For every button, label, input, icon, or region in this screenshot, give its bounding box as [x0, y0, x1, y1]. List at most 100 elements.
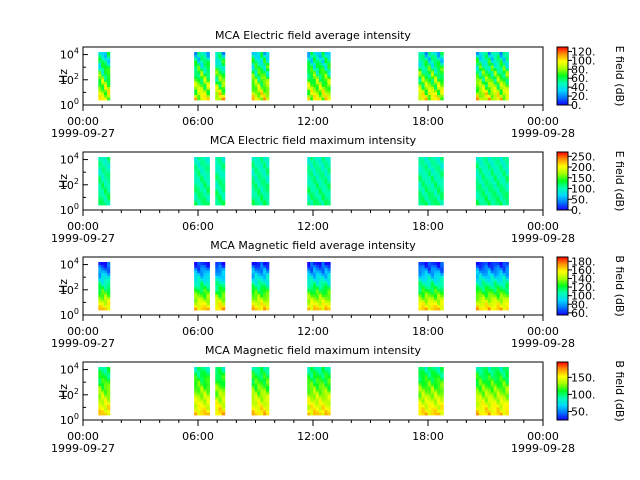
spectrogram-cell: [318, 159, 323, 163]
spectrogram-cell: [433, 202, 438, 206]
spectrogram-cell: [263, 173, 267, 177]
spectrogram-cell: [430, 54, 435, 58]
spectrogram-cell: [263, 377, 267, 381]
spectrogram-cell: [490, 270, 495, 274]
spectrogram-cell: [430, 391, 435, 395]
spectrogram-cell: [475, 302, 480, 306]
spectrogram-cell: [263, 385, 267, 389]
spectrogram-cell: [502, 191, 506, 195]
spectrogram-cell: [310, 84, 314, 88]
spectrogram-cell: [315, 401, 320, 405]
spectrogram-cell: [215, 388, 219, 392]
spectrogram-cell: [257, 375, 261, 379]
spectrogram-cell: [502, 89, 506, 93]
spectrogram-cell: [313, 302, 317, 306]
spectrogram-cell: [433, 89, 438, 93]
spectrogram-cell: [307, 73, 311, 77]
spectrogram-cell: [266, 278, 270, 282]
spectrogram-cell: [496, 175, 501, 179]
spectrogram-cell: [493, 173, 498, 177]
spectrogram-cell: [257, 173, 261, 177]
spectrogram-cell: [200, 262, 204, 266]
spectrogram-cell: [496, 84, 501, 88]
spectrogram-cell: [481, 393, 486, 397]
spectrogram-cell: [263, 278, 267, 282]
spectrogram-cell: [496, 81, 501, 85]
spectrogram-cell: [260, 380, 264, 384]
spectrogram-cell: [313, 167, 317, 171]
spectrogram-cell: [430, 409, 435, 413]
spectrogram-cell: [433, 157, 438, 161]
spectrogram-cell: [321, 267, 325, 271]
spectrogram-cell: [197, 380, 201, 384]
spectrogram-cell: [484, 97, 489, 101]
x-tick-label: 06:00: [182, 430, 214, 443]
spectrogram-cell: [327, 288, 331, 292]
spectrogram-cell: [324, 375, 328, 379]
spectrogram-cell: [421, 162, 426, 166]
spectrogram-cell: [101, 383, 105, 387]
spectrogram-cell: [218, 304, 223, 308]
spectrogram-cell: [475, 60, 480, 64]
spectrogram-cell: [496, 170, 501, 174]
spectrogram-cell: [424, 286, 429, 290]
spectrogram-cell: [200, 267, 204, 271]
spectrogram-cell: [101, 407, 105, 411]
spectrogram-cell: [266, 162, 270, 166]
spectrogram-cell: [484, 73, 489, 77]
spectrogram-cell: [218, 307, 223, 311]
spectrogram-cell: [427, 404, 432, 408]
spectrogram-cell: [101, 54, 105, 58]
spectrogram-cell: [218, 388, 223, 392]
spectrogram-cell: [254, 175, 258, 179]
spectrogram-cell: [266, 60, 270, 64]
spectrogram-cell: [440, 267, 444, 271]
spectrogram-cell: [315, 60, 320, 64]
spectrogram-cell: [221, 70, 226, 74]
spectrogram-cell: [437, 304, 441, 308]
spectrogram-cell: [200, 294, 204, 298]
spectrogram-cell: [106, 264, 111, 268]
spectrogram-cell: [324, 157, 328, 161]
spectrogram-cell: [496, 186, 501, 190]
spectrogram-cell: [260, 194, 264, 198]
spectrogram-cell: [215, 307, 219, 311]
colorbar-tick-label: 250.: [571, 150, 596, 163]
spectrogram-cell: [307, 86, 311, 90]
spectrogram-cell: [254, 68, 258, 72]
spectrogram-cell: [484, 197, 489, 201]
spectrogram-cell: [496, 89, 501, 93]
spectrogram-cell: [257, 159, 261, 163]
spectrogram-cell: [260, 388, 264, 392]
spectrogram-cell: [478, 89, 483, 93]
spectrogram-cell: [499, 183, 503, 187]
spectrogram-cell: [266, 175, 270, 179]
spectrogram-cell: [310, 157, 314, 161]
spectrogram-cell: [203, 89, 207, 93]
spectrogram-cell: [313, 367, 317, 371]
spectrogram-cell: [215, 391, 219, 395]
spectrogram-cell: [104, 178, 108, 182]
spectrogram-cell: [433, 170, 438, 174]
spectrogram-cell: [197, 162, 201, 166]
spectrogram-cell: [203, 173, 207, 177]
spectrogram-cell: [430, 288, 435, 292]
spectrogram-cell: [215, 81, 219, 85]
spectrogram-cell: [430, 267, 435, 271]
spectrogram-cell: [505, 307, 509, 311]
spectrogram-cell: [324, 89, 328, 93]
spectrogram-cell: [266, 388, 270, 392]
spectrogram-cell: [321, 170, 325, 174]
spectrogram-cell: [421, 286, 426, 290]
spectrogram-cell: [324, 197, 328, 201]
spectrogram-cell: [106, 409, 111, 413]
spectrogram-cell: [310, 412, 314, 416]
spectrogram-cell: [251, 385, 255, 389]
spectrogram-cell: [421, 167, 426, 171]
spectrogram-cell: [197, 280, 201, 284]
spectrogram-cell: [475, 170, 480, 174]
spectrogram-cell: [430, 157, 435, 161]
spectrogram-cell: [430, 81, 435, 85]
spectrogram-cell: [310, 73, 314, 77]
spectrogram-cell: [487, 183, 492, 187]
